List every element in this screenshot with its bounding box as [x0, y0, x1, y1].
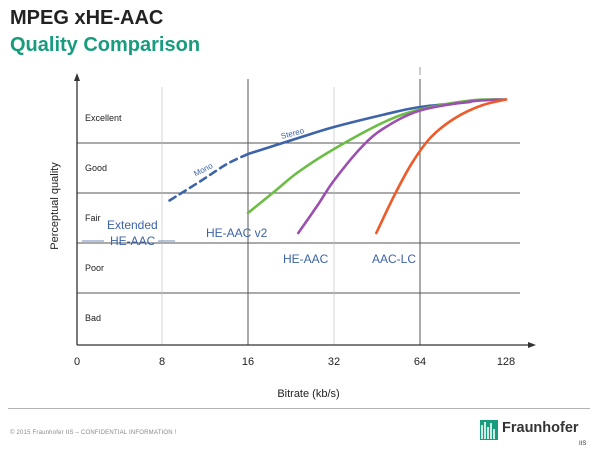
x-axis-arrow-icon: [528, 342, 536, 348]
footer-confidential-text: © 2015 Fraunhofer IIS – CONFIDENTIAL INF…: [10, 430, 177, 436]
aac-lc-label: AAC-LC: [372, 252, 416, 266]
x-tick-label: 8: [159, 356, 165, 368]
mono-inline-label: Mono: [192, 161, 214, 178]
x-tick-label: 128: [497, 356, 515, 368]
x-tick-label: 16: [242, 356, 254, 368]
series-he-aac-line: [297, 98, 508, 235]
x-tick-label: 64: [414, 356, 426, 368]
slide-subtitle: Quality Comparison: [10, 34, 201, 56]
he-aac-label: HE-AAC: [283, 252, 329, 266]
fraunhofer-logo: Fraunhofer IIS: [479, 419, 594, 453]
series-aac-lc-line: [374, 98, 508, 235]
x-tick-label: 0: [74, 356, 80, 368]
series-extended-he-aac-line: [246, 100, 472, 156]
extended-he-aac-label-line1: Extended: [107, 218, 158, 232]
slide-title: MPEG xHE-AAC: [10, 7, 164, 29]
x-axis-title: Bitrate (kb/s): [277, 388, 339, 400]
he-aac-v2-label: HE-AAC v2: [206, 226, 268, 240]
y-tick-label: Fair: [85, 213, 101, 223]
extended-he-aac-label-line2: HE-AAC: [110, 234, 156, 248]
fraunhofer-logo-mark-icon: [480, 420, 498, 440]
series-extended-he-aac-dashed-line: [168, 152, 250, 202]
y-tick-label: Bad: [85, 313, 101, 323]
logo-wordmark: Fraunhofer: [502, 420, 579, 436]
x-tick-label: 32: [328, 356, 340, 368]
y-axis-arrow-icon: [74, 73, 80, 81]
footer-divider: [8, 408, 590, 409]
y-tick-label: Poor: [85, 263, 104, 273]
y-axis-title: Perceptual quality: [49, 162, 61, 250]
y-tick-label: Good: [85, 163, 107, 173]
y-tick-label: Excellent: [85, 113, 122, 123]
logo-institute: IIS: [579, 441, 587, 447]
